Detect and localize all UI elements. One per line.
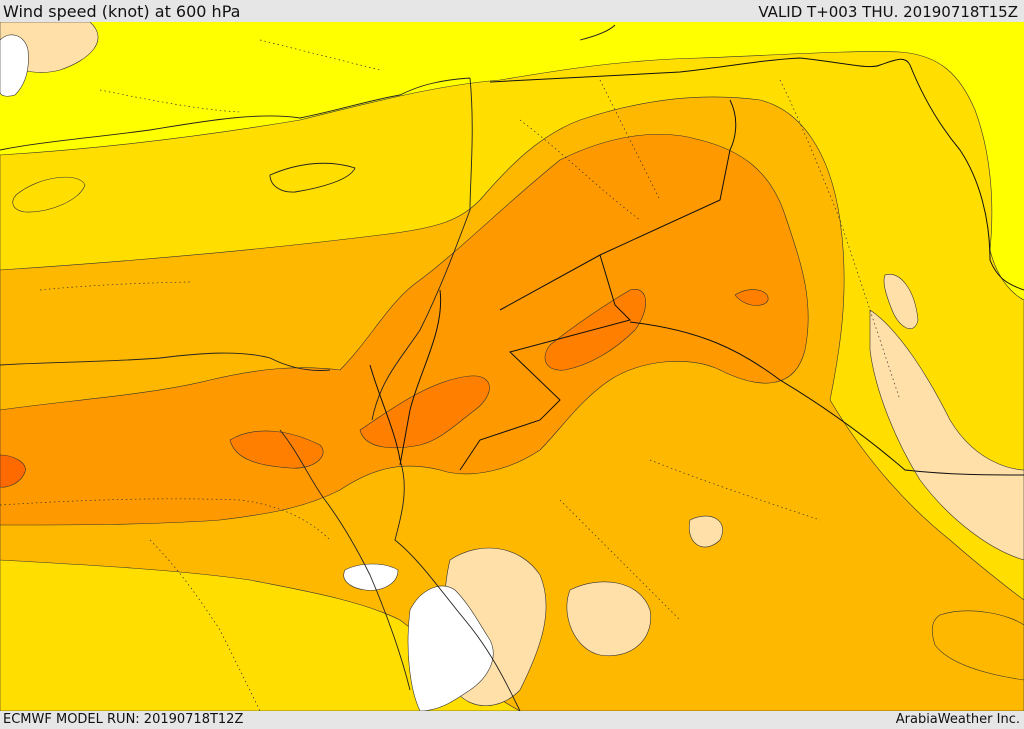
province-boundaries [0, 39, 901, 711]
contour-band-orange [0, 133, 809, 526]
header-bar: Wind speed (knot) at 600 hPa VALID T+003… [0, 0, 1024, 22]
map-title: Wind speed (knot) at 600 hPa [3, 2, 241, 21]
contour-band-gold-n [12, 176, 86, 213]
contour-band-peach-5 [566, 581, 651, 657]
coastlines [0, 24, 616, 711]
model-run-label: ECMWF MODEL RUN: 20190718T12Z [3, 712, 244, 727]
valid-time: VALID T+003 THU. 20190718T15Z [758, 3, 1018, 21]
contour-band-peach-6 [688, 515, 723, 548]
credit-label: ArabiaWeather Inc. [895, 712, 1020, 727]
country-borders [369, 57, 1024, 476]
calm-area-aegean [0, 34, 29, 97]
contour-band-peach-4 [883, 273, 919, 329]
calm-area-red-sea [407, 585, 494, 711]
map-canvas [0, 22, 1024, 711]
contour-band-orange-se [931, 610, 1024, 681]
footer-bar: ECMWF MODEL RUN: 20190718T12Z ArabiaWeat… [0, 711, 1024, 729]
contour-band-dark-orange-4 [734, 289, 769, 306]
wind-speed-map [0, 22, 1024, 711]
contour-band-dark-orange-5 [0, 454, 26, 488]
